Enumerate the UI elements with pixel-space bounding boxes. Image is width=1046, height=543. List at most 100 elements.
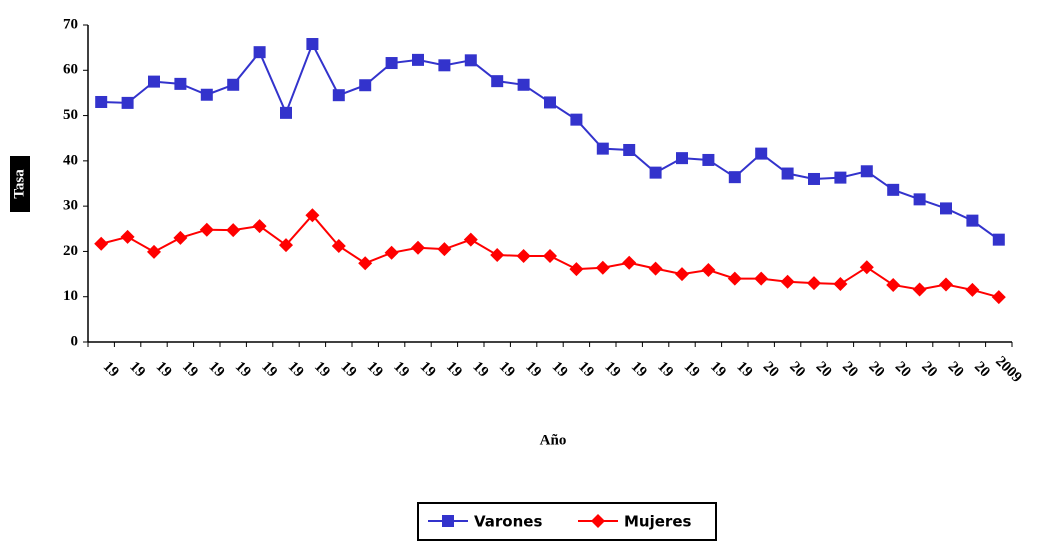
point bbox=[966, 214, 979, 227]
point bbox=[173, 230, 188, 245]
point bbox=[226, 223, 241, 238]
point bbox=[331, 238, 346, 253]
point bbox=[491, 75, 504, 88]
point bbox=[728, 171, 741, 184]
point bbox=[543, 248, 557, 263]
x-tick-label: 19 bbox=[575, 359, 597, 381]
point bbox=[280, 106, 292, 119]
point bbox=[940, 202, 952, 215]
x-tick-label: 20 bbox=[918, 359, 940, 381]
point bbox=[622, 255, 637, 270]
x-tick-label: 19 bbox=[258, 359, 280, 381]
point bbox=[199, 222, 214, 237]
legend-label: Varones bbox=[474, 513, 542, 531]
point bbox=[94, 236, 109, 251]
point bbox=[649, 166, 662, 179]
point bbox=[965, 282, 980, 297]
point bbox=[544, 96, 556, 109]
point bbox=[648, 261, 663, 276]
point bbox=[992, 233, 1005, 246]
x-tick-label: 19 bbox=[311, 359, 333, 381]
point bbox=[755, 147, 768, 160]
point bbox=[912, 282, 927, 297]
point bbox=[727, 271, 742, 286]
point bbox=[623, 143, 636, 156]
point bbox=[676, 152, 688, 165]
x-tick-label: 19 bbox=[417, 359, 439, 381]
point bbox=[754, 271, 769, 286]
x-tick-label: 19 bbox=[628, 359, 650, 381]
y-tick-label: 30 bbox=[63, 198, 78, 214]
point bbox=[437, 242, 452, 257]
point bbox=[305, 208, 320, 223]
point bbox=[359, 79, 372, 92]
x-tick-label: 19 bbox=[100, 359, 122, 381]
x-tick-label: 20 bbox=[813, 359, 835, 381]
point bbox=[860, 165, 873, 178]
point bbox=[385, 57, 398, 70]
x-tick-label: 19 bbox=[733, 359, 755, 381]
point bbox=[781, 167, 794, 180]
point bbox=[808, 172, 820, 185]
y-axis-label: Tasa bbox=[11, 169, 27, 199]
point bbox=[517, 78, 530, 91]
x-tick-label: 20 bbox=[865, 359, 887, 381]
x-tick-label: 19 bbox=[126, 359, 148, 381]
legend-label: Mujeres bbox=[624, 513, 691, 531]
point bbox=[174, 77, 187, 90]
x-tick-label: 19 bbox=[443, 359, 465, 381]
y-tick-label: 20 bbox=[63, 243, 78, 259]
x-tick-label: 2009 bbox=[992, 353, 1025, 386]
point bbox=[332, 89, 345, 102]
x-tick-label: 20 bbox=[786, 359, 808, 381]
point bbox=[570, 113, 583, 126]
x-tick-label: 19 bbox=[707, 359, 729, 381]
point bbox=[887, 183, 900, 196]
x-axis-label: Año bbox=[540, 432, 567, 448]
point bbox=[859, 260, 874, 275]
y-tick-label: 0 bbox=[71, 333, 79, 349]
x-tick-label: 20 bbox=[839, 359, 861, 381]
point bbox=[253, 46, 266, 59]
x-tick-label: 20 bbox=[945, 359, 967, 381]
point bbox=[886, 277, 901, 292]
x-tick-label: 19 bbox=[654, 359, 676, 381]
x-tick-label: 19 bbox=[205, 359, 227, 381]
x-tick-label: 20 bbox=[971, 359, 993, 381]
point bbox=[595, 260, 610, 275]
series-line bbox=[101, 41, 1000, 241]
x-tick-label: 19 bbox=[681, 359, 703, 381]
legend-marker bbox=[591, 514, 605, 528]
point bbox=[780, 274, 795, 289]
point bbox=[227, 78, 240, 91]
point bbox=[701, 262, 716, 277]
point bbox=[569, 262, 584, 277]
point bbox=[200, 88, 213, 101]
point bbox=[306, 38, 319, 51]
x-tick-label: 19 bbox=[522, 359, 544, 381]
x-tick-label: 19 bbox=[337, 359, 359, 381]
point bbox=[807, 276, 821, 291]
x-tick-label: 19 bbox=[285, 359, 307, 381]
x-tick-label: 19 bbox=[232, 359, 254, 381]
x-tick-label: 19 bbox=[364, 359, 386, 381]
point bbox=[252, 219, 267, 234]
x-tick-label: 19 bbox=[601, 359, 623, 381]
y-tick-label: 70 bbox=[63, 16, 78, 32]
point bbox=[384, 245, 399, 260]
point bbox=[463, 232, 478, 247]
point bbox=[148, 75, 160, 88]
y-tick-label: 50 bbox=[63, 107, 78, 123]
point bbox=[121, 96, 134, 109]
point bbox=[412, 53, 424, 66]
point bbox=[120, 229, 135, 244]
point bbox=[279, 238, 293, 253]
point bbox=[464, 54, 477, 67]
point bbox=[358, 256, 373, 271]
x-tick-label: 19 bbox=[549, 359, 571, 381]
point bbox=[147, 244, 161, 259]
y-tick-label: 60 bbox=[63, 62, 78, 78]
point bbox=[675, 267, 689, 282]
point bbox=[834, 171, 847, 184]
